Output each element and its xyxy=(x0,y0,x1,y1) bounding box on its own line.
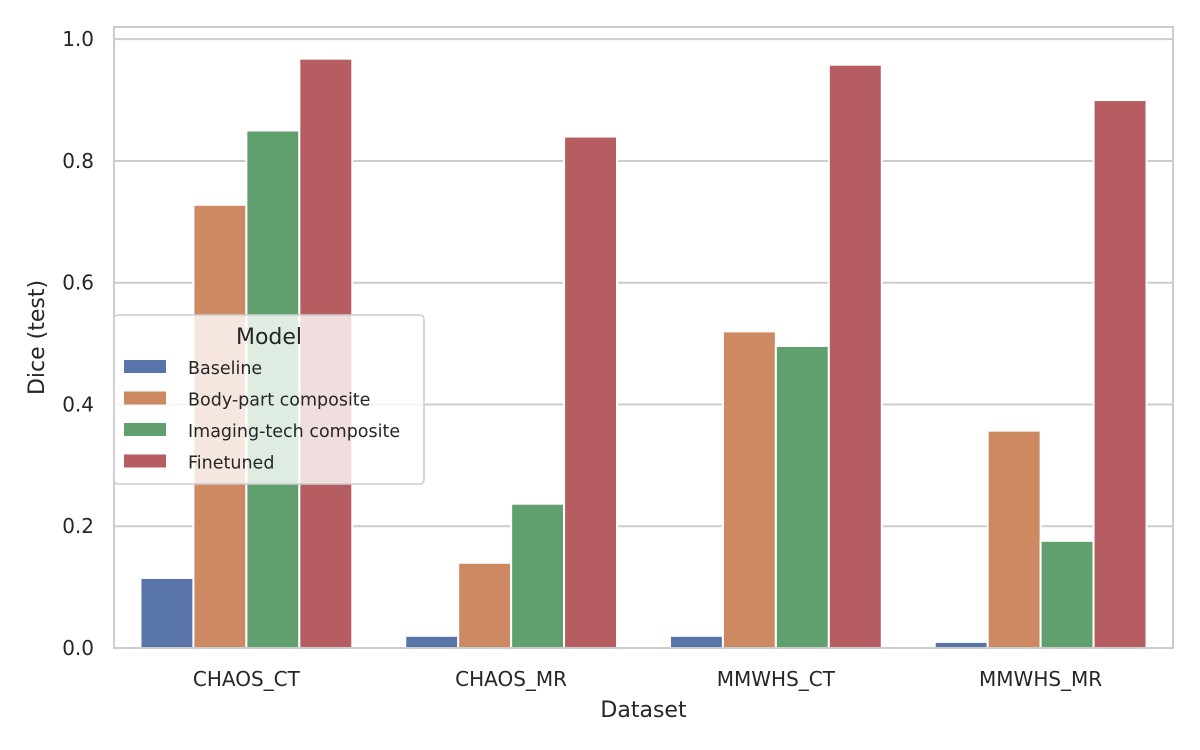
legend: Model Baseline Body-part composite Imaging… xyxy=(113,314,425,485)
bar xyxy=(986,429,1042,649)
y-axis-label: Dice (test) xyxy=(25,280,50,395)
bar xyxy=(457,561,513,649)
bar xyxy=(774,345,830,649)
x-tick-label: MMWHS_CT xyxy=(717,667,836,691)
bars xyxy=(139,57,1148,650)
legend-label: Baseline xyxy=(188,359,262,379)
legend-items: Baseline Body-part composite Imaging-tech … xyxy=(124,359,400,474)
y-tick-labels: 0.0 0.2 0.4 0.6 0.8 1.0 xyxy=(62,27,94,660)
bar xyxy=(827,63,883,649)
y-tick-label: 0.6 xyxy=(62,271,94,295)
x-tick-label: CHAOS_MR xyxy=(455,667,567,691)
bar xyxy=(139,576,195,649)
x-tick-labels: CHAOS_CT CHAOS_MR MMWHS_CT MMWHS_MR xyxy=(193,667,1102,691)
legend-label: Finetuned xyxy=(188,454,274,474)
bar xyxy=(1092,99,1148,649)
y-tick-label: 0.2 xyxy=(62,514,94,538)
bar xyxy=(510,502,566,650)
legend-swatch xyxy=(124,454,166,468)
bar xyxy=(1039,539,1095,649)
bar xyxy=(721,330,777,649)
y-tick-label: 1.0 xyxy=(62,27,94,51)
y-tick-label: 0.8 xyxy=(62,149,94,173)
x-tick-label: MMWHS_MR xyxy=(979,667,1102,691)
legend-swatch xyxy=(124,423,166,436)
x-axis-label: Dataset xyxy=(600,698,687,723)
y-tick-label: 0.4 xyxy=(62,392,94,416)
bar xyxy=(668,634,724,650)
x-tick-label: CHAOS_CT xyxy=(193,667,301,691)
legend-label: Body-part composite xyxy=(188,391,370,411)
bar xyxy=(404,634,460,650)
legend-swatch xyxy=(124,391,166,405)
legend-title: Model xyxy=(236,325,302,350)
legend-swatch xyxy=(124,360,166,373)
legend-box xyxy=(113,314,425,485)
bar xyxy=(563,135,619,650)
legend-label: Imaging-tech composite xyxy=(188,422,400,442)
y-tick-label: 0.0 xyxy=(62,636,94,660)
